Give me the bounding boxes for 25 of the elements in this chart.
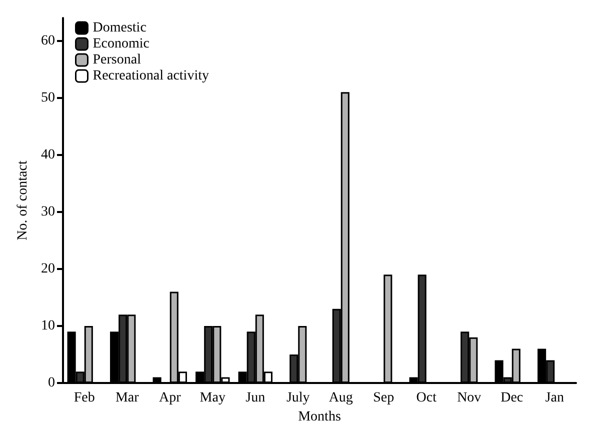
x-tick-label: Aug xyxy=(328,390,353,406)
y-tick-label: 20 xyxy=(41,261,55,276)
y-tick-label: 10 xyxy=(41,318,55,334)
x-axis-title: Months xyxy=(298,409,341,424)
x-tick-label: Jun xyxy=(246,390,266,406)
x-tick-label: Sep xyxy=(373,390,394,406)
legend-label: Economic xyxy=(92,36,150,52)
legend-label: Domestic xyxy=(92,20,146,36)
legend-label: Personal xyxy=(92,52,142,68)
legend-label: Recreational activity xyxy=(92,68,209,84)
x-tick-label: May xyxy=(200,390,226,406)
x-tick-label: Feb xyxy=(74,390,95,406)
x-tick-label: Apr xyxy=(158,390,182,406)
x-tick-label: Nov xyxy=(457,390,482,406)
y-tick-label: 0 xyxy=(48,376,55,390)
y-tick-label: 50 xyxy=(41,90,55,106)
x-tick-label: Oct xyxy=(416,390,437,406)
y-tick-label: 30 xyxy=(41,204,55,220)
y-tick-label: 40 xyxy=(41,147,55,162)
x-tick-label: Dec xyxy=(500,390,524,406)
x-tick-label: July xyxy=(286,390,310,406)
x-tick-label: Mar xyxy=(115,390,140,406)
y-tick-label: 60 xyxy=(41,33,55,48)
x-tick-label: Jan xyxy=(545,390,564,406)
y-axis-title: No. of contact xyxy=(16,160,31,240)
